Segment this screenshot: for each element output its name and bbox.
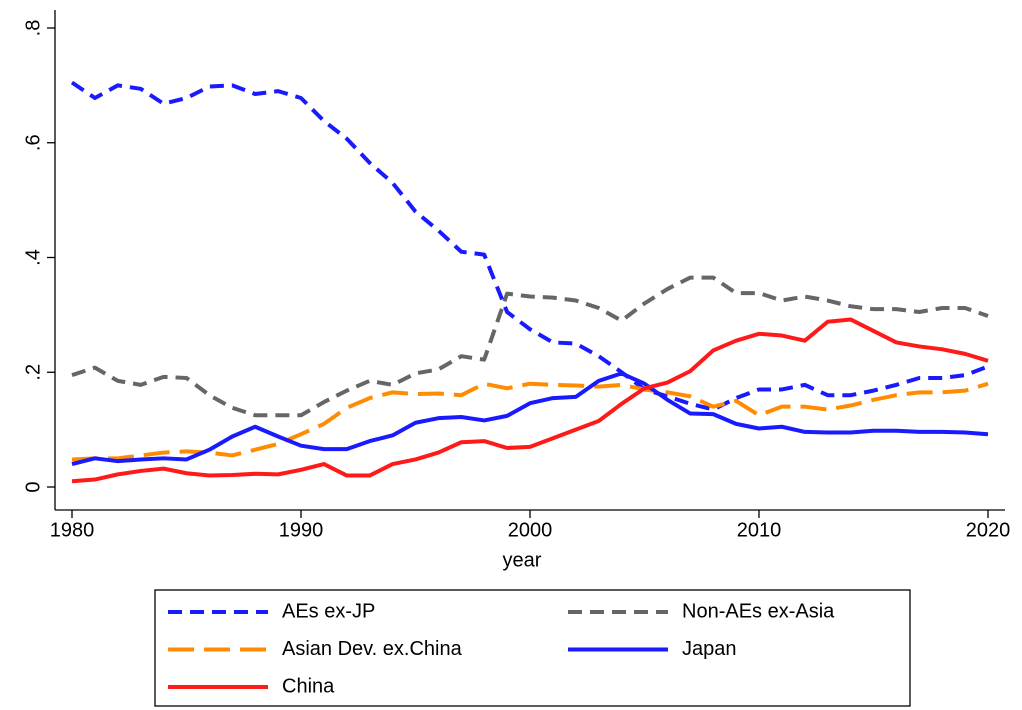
x-tick-label: 2000 xyxy=(508,519,553,541)
legend-box xyxy=(154,589,911,707)
series-line xyxy=(71,381,989,462)
legend-label: Japan xyxy=(682,638,737,660)
series-line xyxy=(71,317,989,484)
x-tick-label: 1980 xyxy=(50,519,95,541)
series-line xyxy=(71,371,989,466)
y-tick-label: .8 xyxy=(22,20,44,37)
y-tick-label: .6 xyxy=(22,134,44,151)
series-line xyxy=(71,275,989,418)
x-tick-label: 1990 xyxy=(279,519,324,541)
y-tick-label: .4 xyxy=(22,249,44,266)
y-tick-label: 0 xyxy=(22,481,44,492)
x-axis-title: year xyxy=(503,549,542,571)
legend-label: Asian Dev. ex.China xyxy=(282,638,463,660)
legend-label: Non-AEs ex-Asia xyxy=(682,600,835,622)
series-line xyxy=(70,80,989,412)
x-tick-label: 2020 xyxy=(966,519,1011,541)
legend-label: AEs ex-JP xyxy=(282,600,375,622)
x-tick-label: 2010 xyxy=(737,519,782,541)
y-tick-label: .2 xyxy=(22,364,44,381)
legend-label: China xyxy=(282,675,335,697)
